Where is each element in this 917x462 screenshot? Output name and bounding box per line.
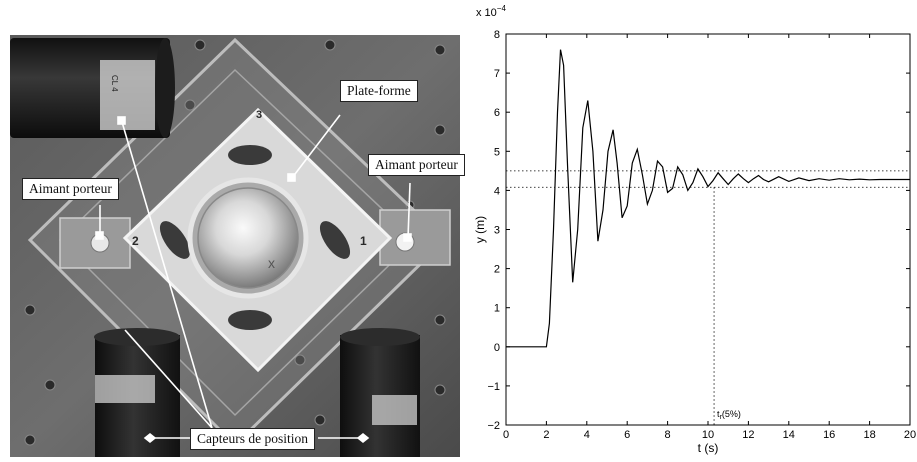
y-tick-label: 4	[494, 185, 500, 197]
corner-number-2: 2	[132, 234, 139, 248]
x-tick-label: 14	[783, 429, 795, 441]
platform-slots	[159, 145, 351, 330]
y-tick-label: 3	[494, 225, 500, 237]
x-tick-label: 12	[742, 429, 754, 441]
x-tick-label: 20	[904, 429, 916, 441]
y-tick-label: −2	[487, 420, 500, 432]
x-tick-label: 2	[543, 429, 549, 441]
corner-number-1: 1	[360, 234, 367, 248]
x-tick-label: 18	[863, 429, 875, 441]
callout-position-sensors: Capteurs de position	[190, 428, 315, 450]
y-tick-label: 8	[494, 29, 500, 41]
y-axis-label: y (m)	[473, 216, 487, 243]
reference-lines	[506, 170, 910, 425]
y-tick-label: 2	[494, 264, 500, 276]
corner-number-3: 3	[256, 109, 262, 121]
x-tick-label: 10	[702, 429, 714, 441]
bolt-holes	[24, 39, 446, 446]
y-tick-label: 5	[494, 146, 500, 158]
callout-leader-lines	[95, 114, 412, 444]
x-axis-label: t (s)	[698, 441, 719, 455]
step-response-chart-panel: 0 2 4 6 8 10 12 14 16 18 20 −2 −1 0 1 2 3 4 5 6 7 8 x 10−4 t …	[470, 0, 917, 457]
callout-carrier-magnet-left: Aimant porteur	[22, 178, 119, 200]
y-tick-label: 1	[494, 303, 500, 315]
y-axis-multiplier: x 10−4	[476, 4, 506, 19]
svg-text:CL 4: CL 4	[110, 75, 119, 92]
svg-text:x: x	[268, 255, 275, 271]
x-tick-label: 8	[665, 429, 671, 441]
x-tick-label: 16	[823, 429, 835, 441]
x-tick-label: 4	[584, 429, 590, 441]
levitation-setup-photo: CL 4 x 2 1 3	[10, 35, 460, 457]
response-curve	[506, 49, 910, 348]
y-tick-label: 7	[494, 68, 500, 80]
y-tick-label: 0	[494, 342, 500, 354]
x-tick-label: 0	[503, 429, 509, 441]
callout-platform: Plate-forme	[340, 80, 418, 102]
axis-ticks	[505, 33, 911, 426]
y-tick-label: 6	[494, 107, 500, 119]
callout-carrier-magnet-right: Aimant porteur	[368, 154, 465, 176]
annotated-photo-panel: CL 4 x 2 1 3	[10, 35, 465, 457]
x-tick-label: 6	[624, 429, 630, 441]
plot-area-frame	[505, 33, 911, 426]
y-tick-label: −1	[487, 381, 500, 393]
settling-time-label: tr(5%)	[717, 409, 741, 421]
